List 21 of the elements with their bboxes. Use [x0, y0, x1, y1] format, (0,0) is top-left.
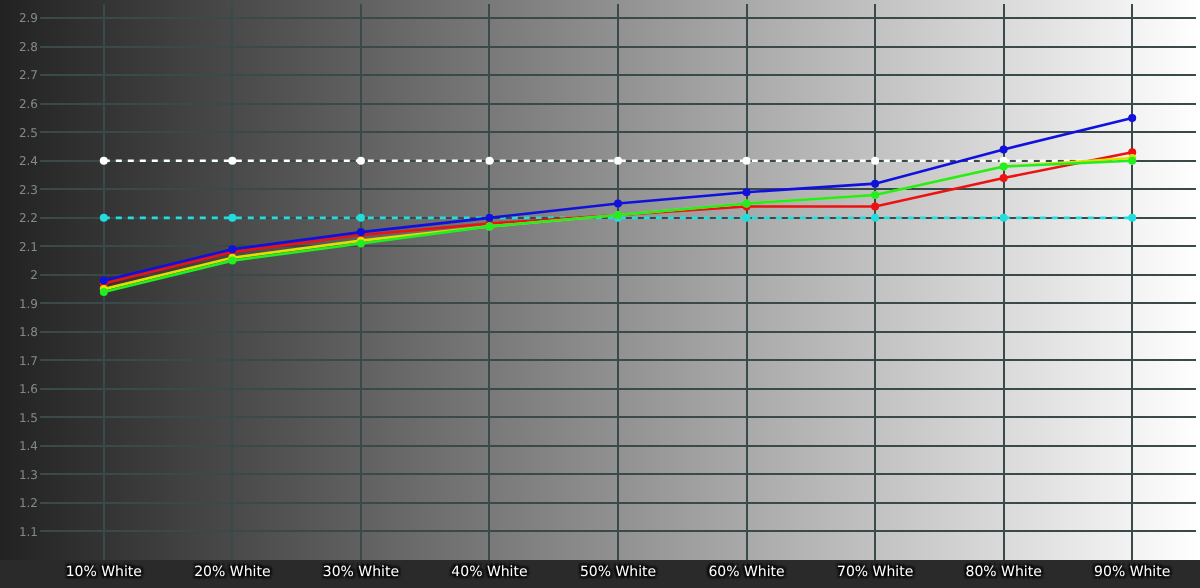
point — [871, 179, 880, 188]
point — [99, 156, 108, 165]
point — [742, 188, 751, 197]
point — [999, 145, 1008, 154]
point — [614, 199, 622, 208]
point — [356, 156, 365, 165]
point — [228, 213, 237, 222]
point — [356, 213, 365, 222]
point — [871, 156, 880, 165]
point — [742, 156, 751, 165]
point — [1128, 213, 1137, 222]
point — [871, 202, 880, 211]
point — [871, 213, 880, 222]
point — [99, 213, 108, 222]
point — [1128, 114, 1137, 123]
point — [485, 156, 494, 165]
point — [228, 156, 237, 165]
point — [614, 156, 622, 165]
point — [742, 213, 751, 222]
point — [999, 213, 1008, 222]
point — [999, 173, 1008, 182]
